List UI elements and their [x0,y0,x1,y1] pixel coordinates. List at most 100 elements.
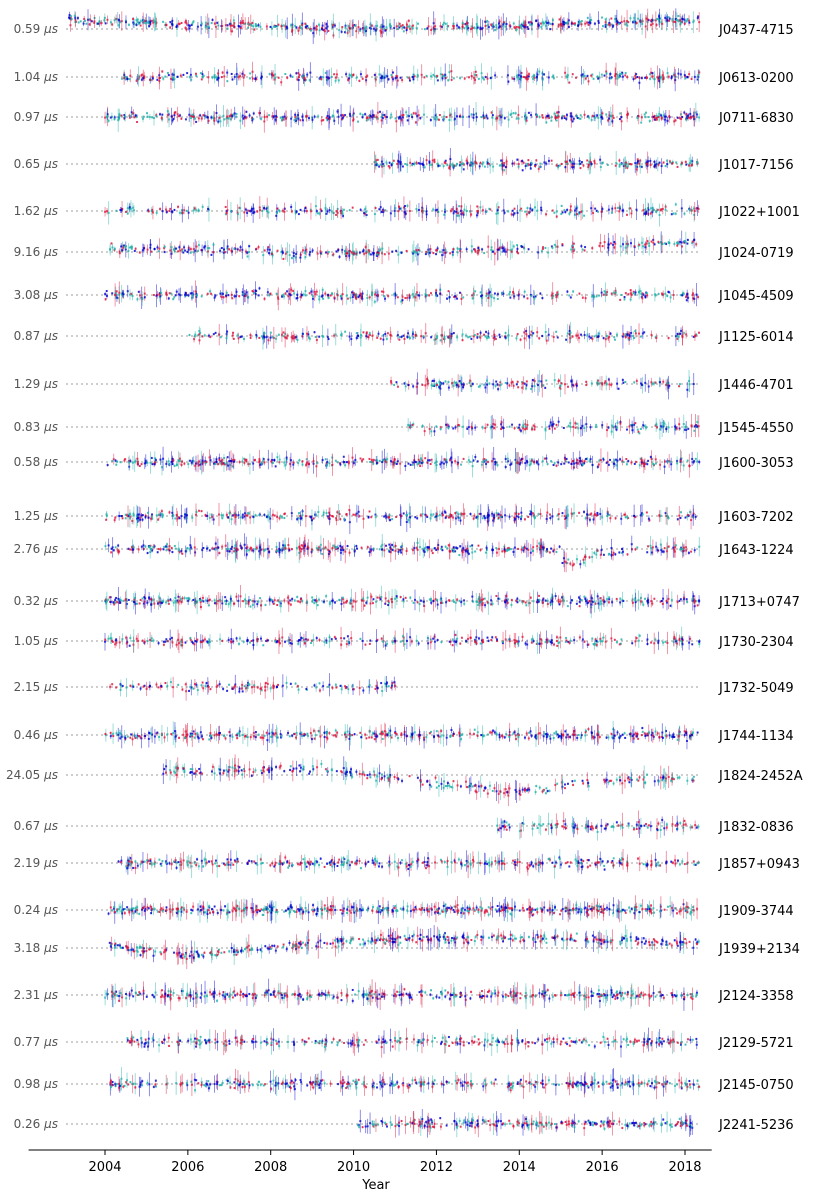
residual-point [450,70,452,72]
residual-point [444,211,446,213]
residual-point [605,114,607,116]
residual-point [84,20,86,22]
residual-point [384,30,386,32]
residual-point [177,76,179,78]
scale-unit: μs [43,288,58,302]
residual-point [425,251,427,253]
residual-point [426,27,428,29]
residual-point [377,112,379,114]
residual-point [613,246,615,248]
residual-point [91,20,93,22]
residual-point [681,116,683,118]
residual-point [443,22,445,24]
residual-point [235,116,237,118]
pulsar-name: J0711-6830 [718,111,794,126]
residual-point [381,75,383,77]
residual-point [552,23,554,25]
residual-point [162,21,164,23]
residual-point [474,290,476,292]
residual-point [588,117,590,119]
residual-point [286,26,288,28]
residual-point [406,29,408,31]
residual-point [598,22,600,24]
residual-point [530,114,532,116]
residual-point [190,252,192,254]
residual-point [328,251,330,253]
residual-point [168,210,170,212]
residual-point [150,251,152,253]
residual-point [169,21,171,23]
residual-point [497,298,499,300]
residual-point [473,77,475,79]
residual-point [332,24,334,26]
residual-point [227,245,229,247]
residual-point [691,78,693,80]
residual-point [336,73,338,75]
residual-point [452,164,454,166]
residual-point [190,79,192,81]
residual-point [238,25,240,27]
residual-point [426,159,428,161]
residual-point [453,212,455,214]
residual-point [543,22,545,24]
residual-point [503,162,505,164]
residual-point [629,163,631,165]
residual-point [437,247,439,249]
residual-point [650,207,652,209]
scale-label: 0.59 μs [14,22,58,36]
residual-point [415,249,417,251]
residual-point [582,165,584,167]
residual-point [474,74,476,76]
residual-point [127,213,129,215]
residual-point [685,20,687,22]
residual-point [274,77,276,79]
scale-unit: μs [43,245,58,259]
residual-point [118,113,120,115]
residual-point [426,75,428,77]
residual-point [682,18,684,20]
residual-point [173,209,175,211]
residual-point [683,112,685,114]
residual-point [518,163,520,165]
residual-point [106,210,108,212]
residual-point [368,119,370,121]
residual-point [552,209,554,211]
residual-point [104,117,106,119]
residual-point [548,160,550,162]
residual-point [536,210,538,212]
residual-point [415,121,417,123]
residual-point [275,115,277,117]
residual-point [663,162,665,164]
residual-point [156,246,158,248]
residual-point [612,244,614,246]
residual-point [561,117,563,119]
residual-point [516,118,518,120]
residual-point [480,116,482,118]
residual-point [397,28,399,30]
residual-point [396,25,398,27]
residual-point [603,75,605,77]
residual-point [677,19,679,21]
residual-point [515,112,517,114]
residual-point [642,209,644,211]
residual-point [458,215,460,217]
residual-point [340,114,342,116]
residual-point [450,164,452,166]
residual-point [456,215,458,217]
residual-point [289,254,291,256]
residual-point [151,116,153,118]
residual-point [578,213,580,215]
residual-point [446,26,448,28]
residual-point [359,30,361,32]
residual-point [385,26,387,28]
residual-point [338,29,340,31]
residual-point [428,25,430,27]
residual-point [329,209,331,211]
residual-point [456,25,458,27]
residual-point [485,76,487,78]
residual-point [344,27,346,29]
residual-point [507,249,509,251]
residual-point [460,205,462,207]
residual-point [588,24,590,26]
scale-unit: μs [43,204,58,218]
